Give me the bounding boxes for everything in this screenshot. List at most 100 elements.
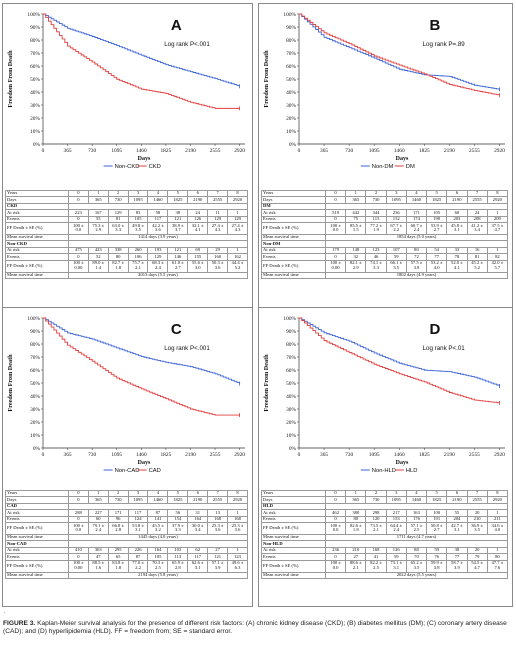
ff-value: 53.8 ± (132, 522, 144, 528)
km-chart-svg: 0% 10% 20% 30% 40% 50% 60% 70% 80% 90% 100% 0 365 730… (7, 12, 245, 170)
x-tick-label: 2920 (494, 148, 505, 154)
y-tick-label: 70% (286, 355, 296, 361)
y-tick-label: 80% (286, 38, 296, 44)
table-cell: 42.0 ±5.7 (486, 259, 509, 273)
ff-value: 85.5 ± (349, 222, 362, 228)
km-curve-ckd (43, 13, 240, 109)
ff-value: 32.1 ± (191, 222, 204, 228)
y-tick-label: 100% (27, 316, 40, 322)
ff-se: 3.9 (214, 565, 221, 571)
table-cell: 49.6 ±6.3 (227, 559, 248, 573)
group-header-row: HLD (261, 502, 509, 511)
ff-value: 100 ± (330, 560, 341, 566)
table-cell: 8 (486, 489, 509, 498)
ff-value: 59.9 ± (430, 560, 443, 566)
mean-survival-row: Mean survival time 2022 days (5.5 years) (261, 571, 509, 579)
row-label: FF Death ± SE (%) (5, 559, 69, 573)
x-tick-label: 730 (88, 148, 96, 154)
ff-value: 73.1 ± (390, 560, 403, 566)
ff-value: 52.0 ± (451, 260, 463, 266)
table-cell: 49.8 ±3.5 (127, 221, 149, 235)
table-cell: 61.0 ±2.7 (167, 259, 189, 273)
ff-value: 50.3 ± (211, 260, 224, 266)
table-cell: 27.4 ±4.3 (227, 221, 248, 235)
y-tick-label: 30% (286, 103, 296, 109)
legend-label: Non-HLD (372, 468, 396, 474)
table-cell: 77.0 ±2.2 (127, 559, 149, 573)
table-cell: 2920 (486, 496, 509, 504)
x-tick-label: 2190 (444, 452, 455, 458)
km-curve-non-hld (299, 317, 500, 386)
table-cell: 100 ±0.0 (324, 221, 347, 235)
table-cell: 66.1 ±3.5 (385, 259, 407, 273)
x-tick-label: 1825 (160, 452, 171, 458)
ff-value: 55.6 ± (191, 260, 204, 266)
km-curve-non-ckd (43, 13, 241, 87)
y-tick-label: 40% (286, 394, 296, 400)
panel-c: 0% 10% 20% 30% 40% 50% 60% 70% 80% 90% 100% 0 365 730… (2, 307, 253, 607)
table-cell: 8 (227, 489, 248, 498)
ff-value: 100 ± (73, 560, 84, 566)
ff-se: 3.0 (194, 265, 201, 271)
table-cell: 65.9 ±2.8 (167, 559, 189, 573)
y-tick-label: 60% (30, 64, 40, 70)
table-cell: 89.0 ±1.4 (87, 259, 109, 273)
ff-value: 89.0 ± (92, 260, 105, 266)
km-chart-svg: 0% 10% 20% 30% 40% 50% 60% 70% 80% 90% 100% 0 365 730… (263, 12, 505, 170)
ff-value: 75.7 ± (132, 260, 144, 266)
table-cell: 129 (227, 215, 248, 223)
ff-value: 75.3 ± (92, 222, 105, 228)
ff-se: 0.0 (332, 527, 339, 533)
y-tick-label: 10% (286, 433, 296, 439)
panel-letter: C (171, 321, 182, 338)
table-cell: 82.7 ±1.8 (107, 259, 129, 273)
y-axis-label: Freedom From Death (263, 50, 270, 108)
ff-value: 54.5 ± (471, 560, 483, 566)
events-row: Events 0 55 81 105 117 121 126 129 129 (5, 215, 248, 223)
x-tick-label: 365 (320, 452, 328, 458)
mean-survival-value: 2194 days (5.8 years) (67, 571, 249, 579)
ff-value: 47.7 ± (491, 560, 504, 566)
ff-death-row: FF Death ± SE (%) 100 ±0.00 89.0 ±1.4 82.7 … (5, 259, 248, 273)
x-tick-label: 1460 (136, 452, 147, 458)
ff-se: 2.4 (393, 527, 400, 533)
y-tick-label: 80% (30, 342, 40, 348)
table-cell: 2920 (227, 496, 248, 504)
ff-value: 58.7 ± (451, 560, 463, 566)
y-tick-label: 30% (30, 103, 40, 109)
ff-se: 4.7 (474, 565, 480, 571)
ff-se: 0.00 (74, 265, 83, 271)
table-cell: 100 ±0.00 (67, 559, 89, 573)
table-cell: 25.3 ±3.6 (207, 521, 229, 535)
logrank-text: Log rank P=.89 (423, 41, 466, 48)
ff-death-row: FF Death ± SE (%) 100 ±0.0 82.6 ±1.8 73.5 ±… (261, 521, 509, 535)
ff-se: 5.7 (494, 265, 501, 271)
x-tick-label: 0 (298, 452, 301, 458)
table-cell: 53.8 ±3.1 (127, 521, 149, 535)
ff-value: 100 ± (73, 260, 84, 266)
y-tick-label: 80% (30, 38, 40, 44)
table-cell: 82.1 ±2.9 (345, 259, 367, 273)
ff-se: 3.2 (155, 527, 161, 533)
legend-label: CAD (149, 468, 161, 474)
ff-se: 1.6 (95, 565, 102, 571)
logrank-text: Log rank P<.001 (164, 345, 210, 352)
ff-se: 6.3 (234, 565, 241, 571)
x-tick-label: 2555 (210, 452, 221, 458)
ff-value: 53.9 ± (430, 222, 443, 228)
table-cell: 79.1 ±2.4 (87, 521, 109, 535)
y-tick-label: 60% (286, 368, 296, 374)
ff-value: 61.0 ± (171, 260, 184, 266)
table-cell: 47.7 ±7.6 (486, 559, 509, 573)
ff-se: 2.7 (433, 227, 440, 233)
mean-survival-value: 2022 days (5.5 years) (324, 571, 509, 579)
row-label: Years (5, 489, 69, 498)
table-cell: 59.9 ±3.8 (426, 559, 448, 573)
table-cell: 53.9 ±2.7 (426, 221, 448, 235)
ff-se: 3.6 (155, 227, 161, 233)
row-label: Events (5, 253, 69, 261)
ff-se: 5.2 (234, 265, 241, 271)
y-tick-label: 50% (286, 381, 296, 387)
events-row: Events 0 80 120 153 176 191 204 210 211 (261, 515, 509, 523)
ff-se: 3.1 (393, 565, 400, 571)
